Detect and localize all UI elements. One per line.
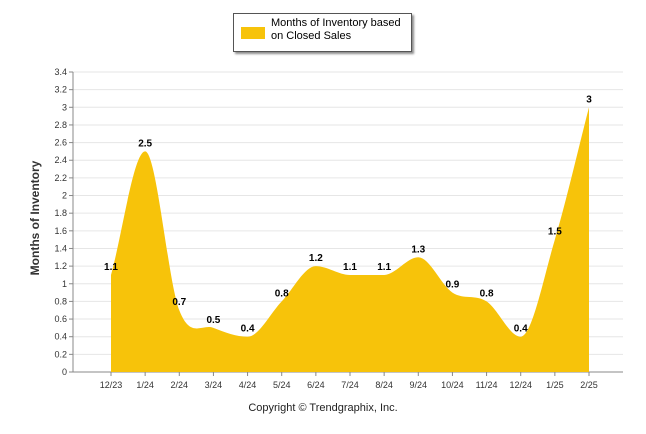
data-label: 0.4 bbox=[241, 324, 255, 335]
legend: Months of Inventory based on Closed Sale… bbox=[233, 13, 412, 52]
x-tick-label: 2/24 bbox=[171, 380, 189, 390]
y-tick-label: 2 bbox=[62, 191, 67, 201]
x-tick-label: 4/24 bbox=[239, 380, 257, 390]
x-tick-label: 9/24 bbox=[410, 380, 428, 390]
y-tick-label: 0.2 bbox=[54, 349, 67, 359]
area-series bbox=[111, 107, 589, 372]
x-tick-label: 12/23 bbox=[100, 380, 123, 390]
x-tick-label: 2/25 bbox=[580, 380, 598, 390]
data-label: 1.5 bbox=[548, 227, 562, 238]
y-tick-label: 0.8 bbox=[54, 296, 67, 306]
y-axis-title: Months of Inventory bbox=[28, 160, 42, 276]
data-label: 0.8 bbox=[275, 288, 289, 299]
data-label: 1.1 bbox=[343, 262, 357, 273]
y-tick-label: 1.4 bbox=[54, 243, 67, 253]
data-label: 0.7 bbox=[172, 297, 186, 308]
data-label: 1.3 bbox=[411, 244, 425, 255]
data-label: 1.2 bbox=[309, 253, 323, 264]
legend-swatch bbox=[241, 27, 265, 39]
y-tick-label: 2.2 bbox=[54, 173, 67, 183]
legend-label: Months of Inventory based on Closed Sale… bbox=[271, 17, 401, 42]
data-label: 0.8 bbox=[480, 288, 494, 299]
data-label: 0.5 bbox=[206, 315, 220, 326]
data-label: 1.1 bbox=[104, 262, 118, 273]
x-tick-label: 11/24 bbox=[476, 380, 498, 390]
data-label: 0.4 bbox=[514, 324, 528, 335]
data-label: 0.9 bbox=[445, 280, 459, 291]
x-tick-label: 3/24 bbox=[205, 380, 223, 390]
x-tick-label: 12/24 bbox=[509, 380, 532, 390]
y-tick-label: 2.8 bbox=[54, 120, 67, 130]
x-tick-label: 8/24 bbox=[375, 380, 393, 390]
copyright-footer: Copyright © Trendgraphix, Inc. bbox=[248, 402, 398, 414]
y-tick-label: 2.6 bbox=[54, 138, 67, 148]
data-label: 2.5 bbox=[138, 138, 152, 149]
x-tick-label: 5/24 bbox=[273, 380, 291, 390]
x-tick-label: 1/25 bbox=[546, 380, 564, 390]
y-tick-label: 3.2 bbox=[54, 85, 67, 95]
y-tick-label: 1.2 bbox=[54, 261, 67, 271]
x-tick-label: 6/24 bbox=[307, 380, 325, 390]
axes: 0 0.2 0.4 0.6 0.8 1 1.2 1.4 1.6 1.8 2 2.2 2.4 2.6 2.8 3… bbox=[54, 67, 623, 390]
y-tick-label: 2.4 bbox=[54, 155, 67, 165]
y-tick-label: 1.8 bbox=[54, 208, 67, 218]
y-tick-label: 0.4 bbox=[54, 332, 67, 342]
y-tick-label: 3.4 bbox=[54, 67, 67, 77]
data-label: 3 bbox=[586, 94, 592, 105]
y-tick-label: 1 bbox=[62, 279, 67, 289]
data-label: 1.1 bbox=[377, 262, 391, 273]
y-tick-label: 1.6 bbox=[54, 226, 67, 236]
y-tick-label: 0.6 bbox=[54, 314, 67, 324]
y-tick-label: 3 bbox=[62, 102, 67, 112]
x-tick-label: 1/24 bbox=[136, 380, 154, 390]
x-tick-label: 10/24 bbox=[441, 380, 464, 390]
x-tick-label: 7/24 bbox=[341, 380, 359, 390]
area-fill bbox=[111, 107, 589, 372]
y-tick-label: 0 bbox=[62, 367, 67, 377]
data-labels: 1.1 2.5 0.7 0.5 0.4 0.8 1.2 1.1 1.1 1.3 0.9 0.8 0.4 1… bbox=[104, 94, 592, 334]
